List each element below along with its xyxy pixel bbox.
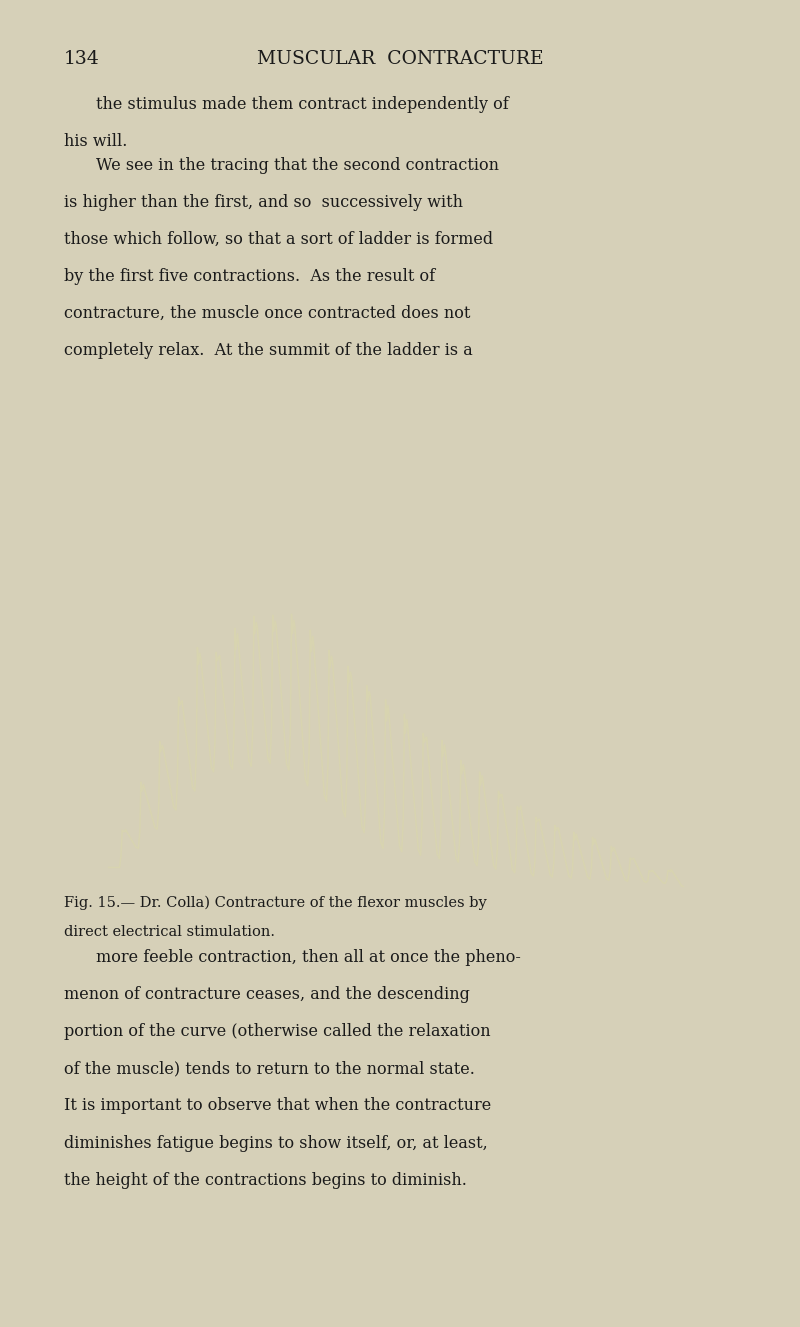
Text: those which follow, so that a sort of ladder is formed: those which follow, so that a sort of la… [64,231,493,248]
Text: portion of the curve (otherwise called the relaxation: portion of the curve (otherwise called t… [64,1023,490,1040]
Text: the stimulus made them contract independently of: the stimulus made them contract independ… [96,96,509,113]
Text: diminishes fatigue begins to show itself, or, at least,: diminishes fatigue begins to show itself… [64,1135,488,1152]
Text: It is important to observe that when the contracture: It is important to observe that when the… [64,1097,491,1115]
Text: We see in the tracing that the second contraction: We see in the tracing that the second co… [96,157,499,174]
Text: of the muscle) tends to return to the normal state.: of the muscle) tends to return to the no… [64,1060,475,1078]
Text: the height of the contractions begins to diminish.: the height of the contractions begins to… [64,1172,467,1189]
Text: is higher than the first, and so  successively with: is higher than the first, and so success… [64,194,463,211]
Text: Fig. 15.— Dr. Colla) Contracture of the flexor muscles by: Fig. 15.— Dr. Colla) Contracture of the … [64,896,486,910]
Text: his will.: his will. [64,133,127,150]
Text: completely relax.  At the summit of the ladder is a: completely relax. At the summit of the l… [64,342,473,360]
Text: direct electrical stimulation.: direct electrical stimulation. [64,925,275,940]
Text: more feeble contraction, then all at once the pheno-: more feeble contraction, then all at onc… [96,949,521,966]
Text: MUSCULAR  CONTRACTURE: MUSCULAR CONTRACTURE [257,50,543,69]
Text: by the first five contractions.  As the result of: by the first five contractions. As the r… [64,268,435,285]
Text: 134: 134 [64,50,100,69]
Text: contracture, the muscle once contracted does not: contracture, the muscle once contracted … [64,305,470,322]
Text: menon of contracture ceases, and the descending: menon of contracture ceases, and the des… [64,986,470,1003]
